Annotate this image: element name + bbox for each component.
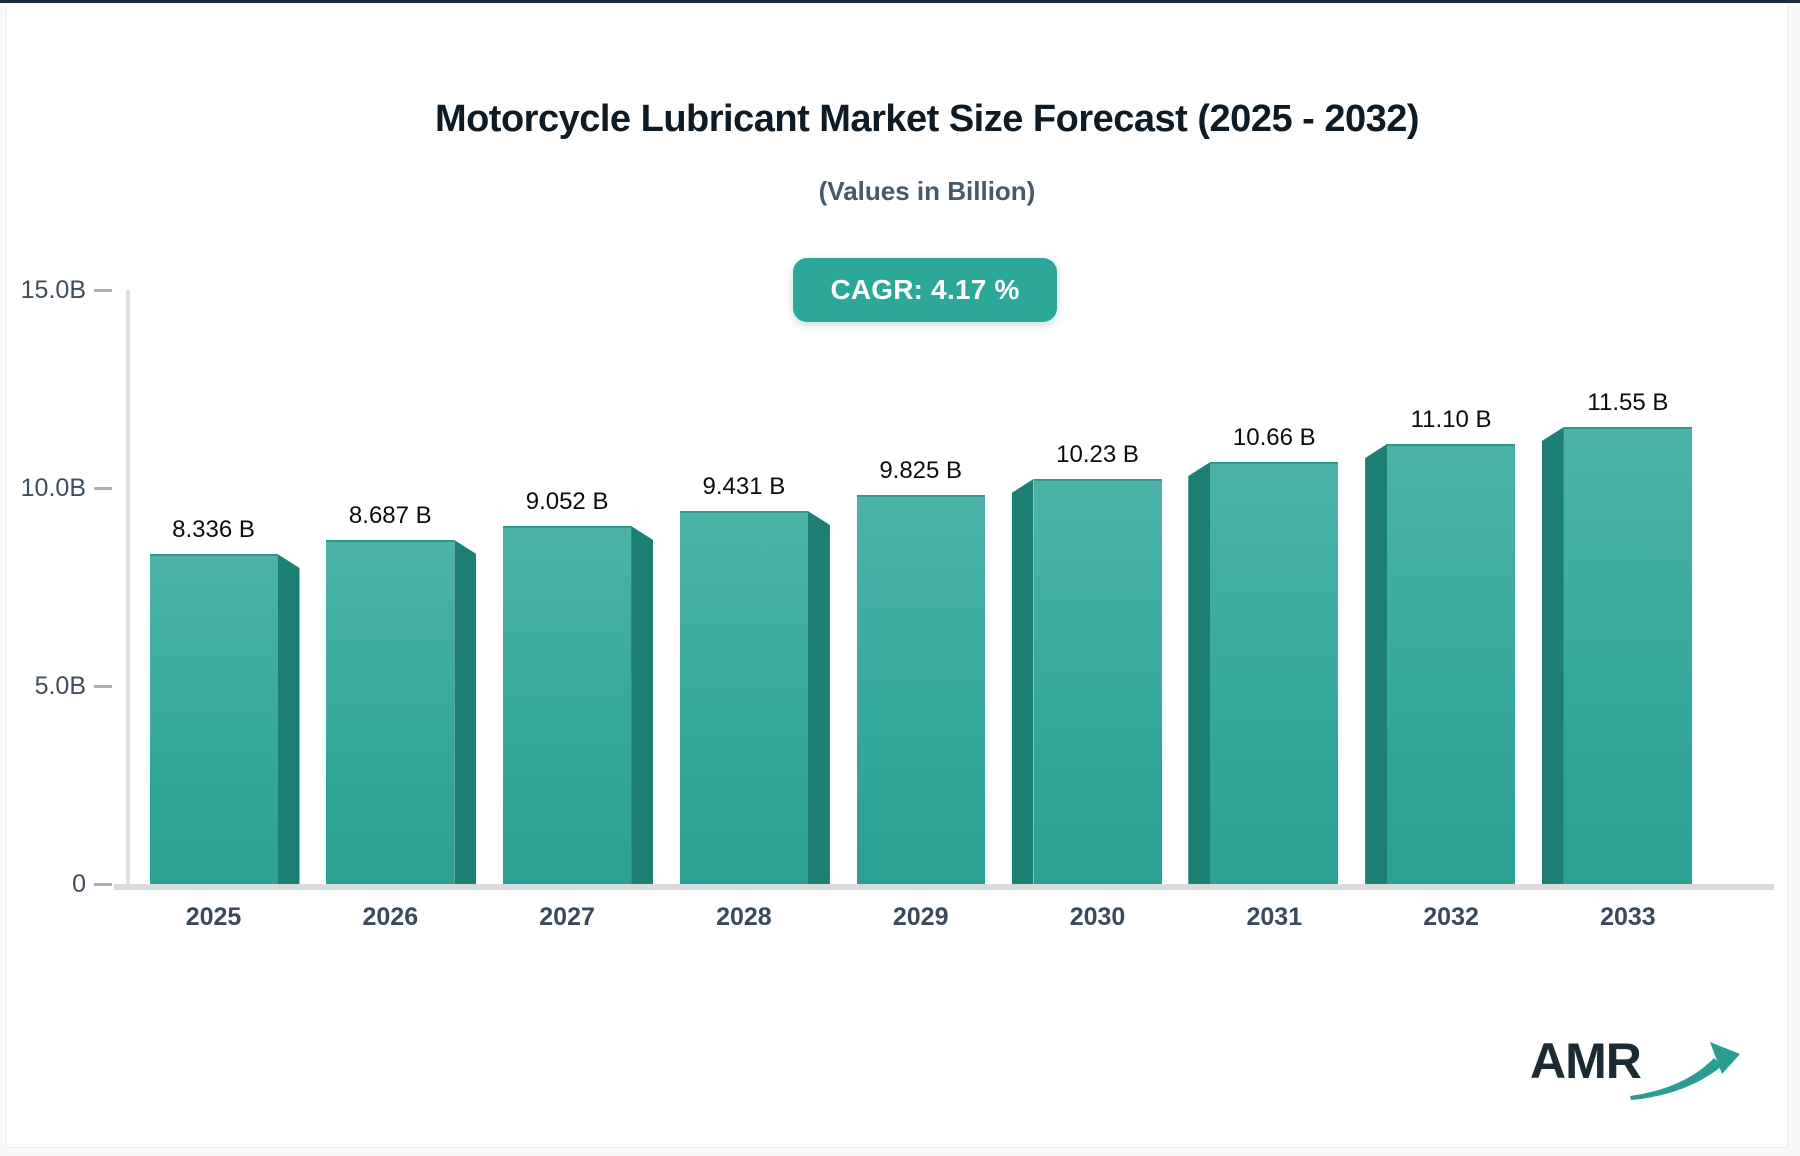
bar-side-2031 bbox=[1188, 462, 1211, 884]
x-axis-label-2029: 2029 bbox=[892, 903, 949, 931]
bar-value-label-2028: 9.431 B bbox=[702, 473, 786, 500]
x-axis-label-2030: 2030 bbox=[1069, 903, 1126, 931]
y-tick-label-0: 0 bbox=[72, 870, 86, 898]
amr-logo-text: AMR bbox=[1530, 1033, 1642, 1089]
bar-2025[interactable] bbox=[149, 554, 278, 884]
x-axis-label-2028: 2028 bbox=[716, 903, 772, 931]
bar-value-label-2027: 9.052 B bbox=[525, 488, 609, 515]
bar-2033[interactable] bbox=[1563, 427, 1692, 884]
y-tick-dash-0 bbox=[94, 883, 112, 886]
cagr-badge-label: CAGR: 4.17 % bbox=[830, 274, 1020, 305]
bar-value-label-2032: 11.10 B bbox=[1410, 406, 1492, 433]
bar-2032[interactable] bbox=[1387, 444, 1516, 884]
x-axis-label-2027: 2027 bbox=[539, 903, 595, 931]
y-tick-dash-15.0B bbox=[94, 289, 112, 292]
bar-side-2030 bbox=[1011, 479, 1034, 884]
bar-2026[interactable] bbox=[326, 540, 455, 884]
bar-side-2026 bbox=[454, 540, 477, 884]
bar-side-2033 bbox=[1541, 427, 1564, 884]
top-border-line bbox=[0, 0, 1800, 3]
bar-2027[interactable] bbox=[503, 526, 632, 884]
bar-2028[interactable] bbox=[679, 511, 808, 884]
chart-subtitle: (Values in Billion) bbox=[818, 176, 1036, 206]
bar-side-2027 bbox=[631, 526, 654, 884]
bar-value-label-2026: 8.687 B bbox=[348, 502, 432, 529]
bar-value-label-2033: 11.55 B bbox=[1587, 389, 1669, 416]
bar-side-2025 bbox=[277, 554, 300, 884]
x-axis-label-2031: 2031 bbox=[1246, 903, 1303, 931]
bar-value-label-2029: 9.825 B bbox=[879, 457, 963, 484]
x-axis-label-2032: 2032 bbox=[1423, 903, 1479, 931]
bar-2029[interactable] bbox=[856, 495, 985, 884]
y-tick-label-15.0B: 15.0B bbox=[20, 276, 86, 304]
trend-up-arrow-icon bbox=[1630, 1042, 1740, 1100]
y-tick-dash-10.0B bbox=[94, 487, 112, 490]
y-tick-dash-5.0B bbox=[94, 685, 112, 688]
bar-value-label-2025: 8.336 B bbox=[172, 516, 255, 543]
x-axis-baseline bbox=[114, 884, 1774, 890]
bar-side-2032 bbox=[1365, 444, 1388, 884]
x-axis-label-2033: 2033 bbox=[1600, 903, 1656, 931]
bar-side-2028 bbox=[807, 511, 830, 884]
y-tick-label-5.0B: 5.0B bbox=[34, 672, 86, 700]
x-axis-label-2025: 2025 bbox=[185, 903, 242, 931]
chart-title: Motorcycle Lubricant Market Size Forecas… bbox=[434, 98, 1420, 140]
bar-value-label-2031: 10.66 B bbox=[1232, 424, 1316, 451]
bar-value-label-2030: 10.23 B bbox=[1056, 441, 1139, 468]
bar-2030[interactable] bbox=[1033, 479, 1162, 884]
y-axis-line bbox=[126, 290, 130, 884]
x-axis-label-2026: 2026 bbox=[362, 903, 419, 931]
bar-2031[interactable] bbox=[1210, 462, 1339, 884]
amr-logo: AMR bbox=[1530, 1032, 1750, 1122]
cagr-badge: CAGR: 4.17 % bbox=[793, 258, 1057, 322]
y-tick-label-10.0B: 10.0B bbox=[20, 474, 86, 502]
